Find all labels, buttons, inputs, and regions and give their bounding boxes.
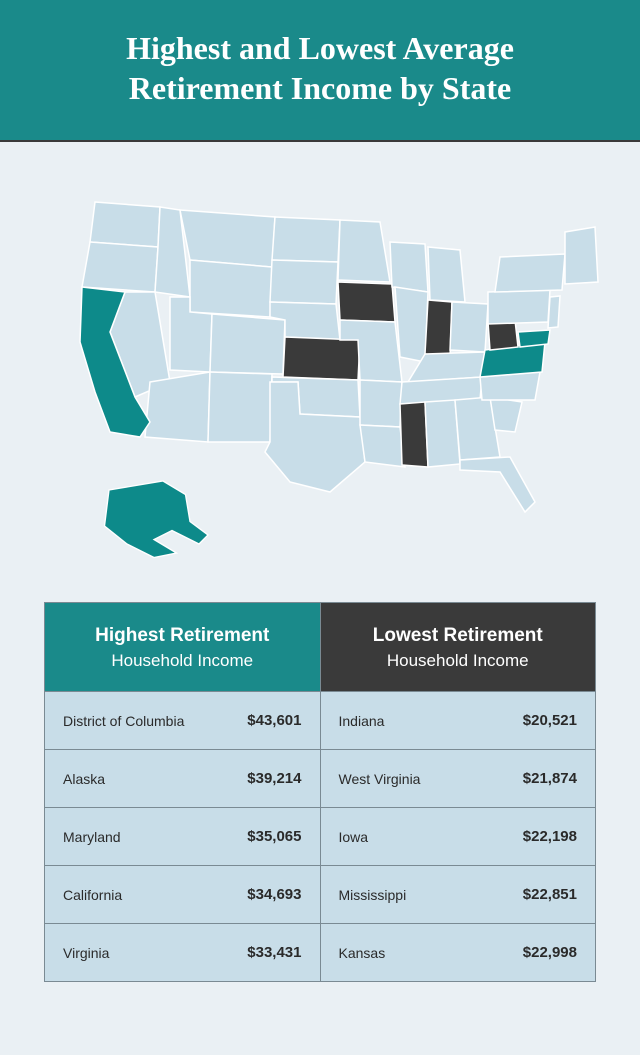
us-map (40, 182, 600, 562)
state-name: Iowa (339, 829, 369, 845)
state-name: California (63, 887, 122, 903)
state-wyoming (190, 260, 272, 317)
title-line-2: Retirement Income by State (129, 70, 511, 106)
state-name: Indiana (339, 713, 385, 729)
title-line-1: Highest and Lowest Average (126, 30, 514, 66)
highest-header-line2: Household Income (55, 651, 310, 671)
lowest-column: Lowest Retirement Household Income India… (321, 603, 596, 981)
state-value: $20,521 (523, 712, 577, 729)
state-value: $22,851 (523, 886, 577, 903)
state-value: $39,214 (247, 770, 301, 787)
state-value: $34,693 (247, 886, 301, 903)
state-name: Maryland (63, 829, 121, 845)
state-north-dakota (272, 217, 340, 262)
table-row: California $34,693 (45, 865, 320, 923)
state-name: Alaska (63, 771, 105, 787)
state-south-dakota (270, 260, 338, 304)
comparison-tables: Highest Retirement Household Income Dist… (44, 602, 596, 982)
title-header: Highest and Lowest Average Retirement In… (0, 0, 640, 142)
state-washington (90, 202, 160, 247)
state-name: Virginia (63, 945, 109, 961)
state-name: District of Columbia (63, 713, 184, 729)
state-south-carolina (490, 397, 522, 432)
state-new-york (495, 254, 565, 292)
state-wisconsin (390, 242, 428, 292)
state-oregon (82, 242, 158, 292)
state-name: Kansas (339, 945, 386, 961)
table-row: Indiana $20,521 (321, 691, 596, 749)
state-new-mexico (208, 372, 272, 442)
state-alaska (105, 481, 209, 558)
state-louisiana (360, 425, 405, 467)
state-florida (460, 457, 535, 512)
table-row: West Virginia $21,874 (321, 749, 596, 807)
lowest-header-line2: Household Income (331, 651, 586, 671)
table-row: Maryland $35,065 (45, 807, 320, 865)
state-new-jersey (548, 296, 560, 328)
state-alabama (425, 400, 460, 467)
state-mississippi (400, 402, 428, 467)
table-row: District of Columbia $43,601 (45, 691, 320, 749)
table-row: Virginia $33,431 (45, 923, 320, 981)
state-colorado (210, 314, 285, 374)
highest-header: Highest Retirement Household Income (45, 603, 320, 691)
state-name: Mississippi (339, 887, 407, 903)
state-kansas (283, 337, 360, 380)
state-pennsylvania (488, 290, 550, 324)
us-map-container (0, 142, 640, 582)
state-michigan (428, 247, 465, 302)
table-row: Mississippi $22,851 (321, 865, 596, 923)
table-row: Alaska $39,214 (45, 749, 320, 807)
state-value: $33,431 (247, 944, 301, 961)
page-title: Highest and Lowest Average Retirement In… (20, 28, 620, 108)
state-value: $22,998 (523, 944, 577, 961)
state-maryland (518, 330, 550, 347)
lowest-header: Lowest Retirement Household Income (321, 603, 596, 691)
state-arizona (145, 372, 210, 442)
lowest-header-line1: Lowest Retirement (331, 625, 586, 647)
table-row: Iowa $22,198 (321, 807, 596, 865)
highest-column: Highest Retirement Household Income Dist… (45, 603, 321, 981)
state-value: $35,065 (247, 828, 301, 845)
state-value: $43,601 (247, 712, 301, 729)
state-iowa (338, 282, 395, 322)
state-ohio (450, 302, 488, 352)
state-arkansas (360, 380, 402, 427)
state-minnesota (338, 220, 390, 282)
state-name: West Virginia (339, 771, 421, 787)
state-montana (180, 210, 275, 267)
state-indiana (425, 300, 452, 357)
table-row: Kansas $22,998 (321, 923, 596, 981)
highest-header-line1: Highest Retirement (55, 625, 310, 647)
state-new-england (565, 227, 598, 284)
state-illinois (395, 287, 428, 362)
state-value: $22,198 (523, 828, 577, 845)
state-value: $21,874 (523, 770, 577, 787)
